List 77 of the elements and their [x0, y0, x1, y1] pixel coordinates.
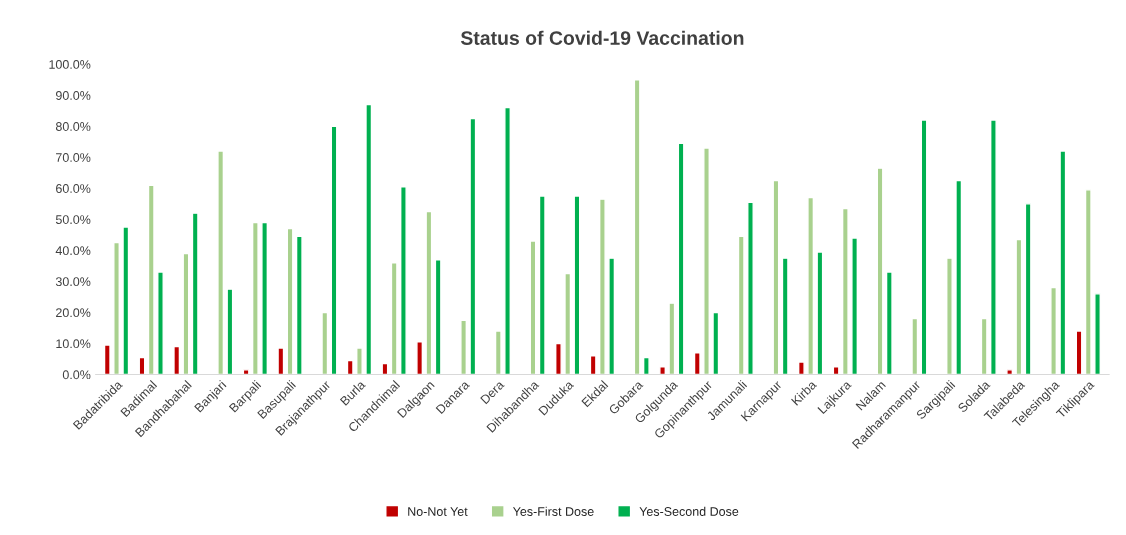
bar [1006, 369, 1014, 375]
bar [633, 79, 641, 375]
bar [946, 257, 953, 375]
bar [807, 196, 815, 375]
bar [980, 317, 988, 375]
legend-label: Yes-Second Dose [639, 506, 739, 516]
bar [321, 311, 329, 375]
bar [589, 355, 597, 375]
bar [460, 319, 468, 375]
bar [747, 201, 754, 375]
bar [1050, 286, 1057, 375]
y-tick-label: 60.0% [56, 184, 91, 193]
y-tick-label: 70.0% [56, 153, 91, 162]
bar [261, 221, 269, 375]
bar [885, 271, 893, 375]
bar [103, 344, 111, 375]
bar [416, 341, 424, 375]
bar [1084, 189, 1092, 375]
bar [564, 272, 572, 375]
y-tick-label: 90.0% [55, 91, 91, 100]
y-tick-label: 20.0% [56, 308, 91, 318]
legend-label: No-Not Yet [408, 507, 468, 516]
bar [737, 235, 745, 375]
bar [147, 184, 155, 375]
y-tick-label: 0.0% [62, 370, 91, 380]
bar [365, 103, 373, 375]
bar [841, 207, 849, 375]
bar [816, 251, 824, 375]
bar [122, 226, 130, 375]
bar [1059, 150, 1067, 375]
bar [1094, 293, 1101, 375]
chart-title: Status of Covid-19 Vaccination [460, 30, 744, 45]
bar [955, 179, 963, 375]
bar [425, 210, 433, 375]
bar [659, 366, 666, 375]
bar [346, 359, 354, 375]
y-tick-label: 40.0% [55, 246, 91, 256]
bar [851, 237, 859, 375]
bar [598, 198, 606, 375]
bar [469, 117, 477, 375]
bar [217, 150, 225, 375]
bar [390, 262, 398, 375]
bar [990, 119, 997, 375]
y-tick-label: 50.0% [55, 215, 91, 224]
bar [797, 361, 805, 375]
bar [295, 235, 303, 375]
bar [703, 147, 710, 375]
bar [434, 258, 442, 375]
bar [173, 345, 181, 375]
bar [1015, 238, 1023, 375]
bar [242, 369, 250, 375]
bar [356, 347, 363, 375]
bar [693, 352, 701, 375]
bar [113, 241, 120, 375]
y-tick-label: 100.0% [49, 60, 91, 69]
legend-label: Yes-First Dose [512, 506, 594, 516]
bar [400, 186, 407, 375]
bar [668, 302, 676, 375]
y-tick-label: 30.0% [55, 277, 91, 287]
bar [555, 342, 562, 375]
bar [226, 288, 234, 375]
bar [504, 106, 511, 375]
bar [712, 311, 720, 375]
bar [191, 212, 199, 375]
bar [1024, 203, 1032, 375]
bar [781, 257, 789, 375]
bar [538, 195, 546, 375]
bar [251, 221, 259, 375]
bar [911, 317, 919, 375]
bar [494, 330, 502, 375]
bar [832, 366, 840, 375]
y-tick-label: 10.0% [56, 339, 91, 349]
bar [642, 356, 650, 375]
bar [608, 257, 616, 375]
bar [277, 347, 285, 375]
y-tick-label: 80.0% [55, 122, 91, 131]
bar [157, 271, 164, 375]
